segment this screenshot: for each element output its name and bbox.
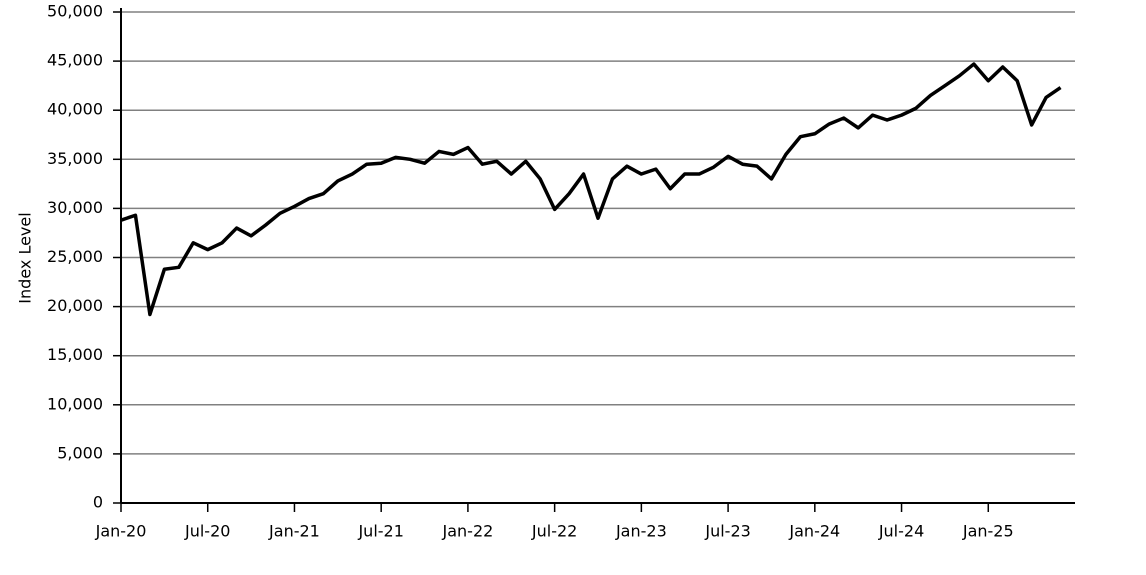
y-tick-label: 5,000 <box>57 443 103 462</box>
y-tick-label: 40,000 <box>47 100 103 119</box>
x-tick-label: Jan-20 <box>95 522 147 541</box>
x-tick-label: Jan-25 <box>962 522 1014 541</box>
x-tick-label: Jul-21 <box>357 522 403 541</box>
x-tick-label: Jul-23 <box>704 522 750 541</box>
y-tick-label: 30,000 <box>47 198 103 217</box>
x-tick-label: Jan-24 <box>788 522 840 541</box>
x-tick-label: Jan-23 <box>615 522 667 541</box>
x-tick-label: Jan-22 <box>442 522 494 541</box>
x-tick-label: Jul-22 <box>531 522 577 541</box>
x-tick-label: Jul-24 <box>878 522 924 541</box>
y-tick-label: 20,000 <box>47 296 103 315</box>
y-tick-label: 10,000 <box>47 394 103 413</box>
x-tick-label: Jan-21 <box>268 522 320 541</box>
y-tick-label: 35,000 <box>47 149 103 168</box>
y-tick-label: 50,000 <box>47 2 103 21</box>
y-tick-label: 45,000 <box>47 51 103 70</box>
data-line <box>120 62 1062 317</box>
y-tick-label: 0 <box>93 493 103 512</box>
x-tick-label: Jul-20 <box>184 522 230 541</box>
y-tick-label: 25,000 <box>47 247 103 266</box>
y-tick-label: 15,000 <box>47 345 103 364</box>
y-axis-title: Index Level <box>16 212 35 303</box>
